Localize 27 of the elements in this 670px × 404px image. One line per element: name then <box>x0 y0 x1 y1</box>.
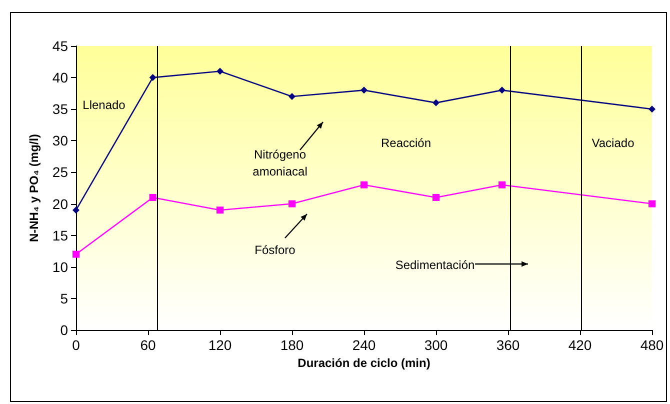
x-tick-label: 0 <box>72 337 80 353</box>
annotation: Sedimentación <box>395 258 475 272</box>
annotation: Vaciado <box>592 136 635 150</box>
x-tick-label: 480 <box>640 337 664 353</box>
y-tick-label: 45 <box>52 38 68 54</box>
x-tick-label: 180 <box>280 337 304 353</box>
y-tick-label: 10 <box>52 258 68 275</box>
y-tick-label: 40 <box>52 70 68 86</box>
y-tick-label: 25 <box>52 164 68 180</box>
y-tick-label: 30 <box>52 132 68 149</box>
y-tick-label: 35 <box>52 101 68 118</box>
y-tick-label: 5 <box>60 290 68 306</box>
x-tick-label: 300 <box>424 337 448 353</box>
y-tick-label: 20 <box>52 196 68 212</box>
annotation: Reacción <box>380 136 432 150</box>
x-tick-label: 120 <box>208 337 232 353</box>
y-tick-label: 15 <box>52 227 68 244</box>
annotation: Fósforo <box>254 243 296 257</box>
y-axis-title: N-NH₄ y PO₄ (mg/l) <box>27 134 41 242</box>
x-tick-label: 420 <box>568 337 592 353</box>
annotation: Llenado <box>82 98 126 112</box>
x-tick-label: 60 <box>140 337 156 353</box>
y-tick-label: 0 <box>60 322 68 338</box>
x-tick-label: 240 <box>352 337 376 353</box>
x-tick-label: 360 <box>496 337 520 353</box>
x-axis-title: Duración de ciclo (min) <box>298 356 430 370</box>
annotation: Nitrógeno amoniacal <box>252 148 308 178</box>
